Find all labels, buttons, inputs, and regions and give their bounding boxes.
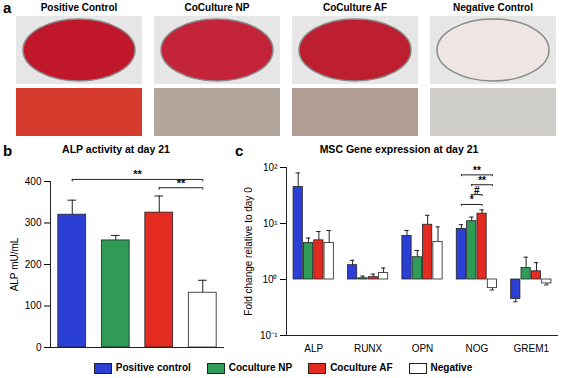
svg-text:200: 200	[25, 259, 42, 270]
svg-text:CoCulture NP: CoCulture NP	[185, 2, 250, 13]
svg-text:Fold change relative to day 0: Fold change relative to day 0	[243, 187, 254, 316]
svg-text:ALP mU/mL: ALP mU/mL	[9, 237, 20, 291]
svg-text:a: a	[3, 0, 12, 16]
html-text:b: b	[3, 142, 13, 159]
svg-text:100: 100	[25, 300, 42, 311]
svg-text:NOG: NOG	[466, 343, 489, 354]
html-text:c: c	[235, 142, 244, 159]
svg-text:10²: 10²	[263, 162, 278, 173]
svg-text:300: 300	[25, 217, 42, 228]
svg-text:CoCulture AF: CoCulture AF	[323, 2, 387, 13]
svg-text:400: 400	[25, 176, 42, 187]
svg-text:Positive Control: Positive Control	[41, 2, 118, 13]
svg-text:**: **	[133, 168, 142, 180]
svg-text:**: **	[473, 165, 481, 176]
html-text:Coculture AF: Coculture AF	[330, 362, 393, 374]
html-text:Coculture NP: Coculture NP	[228, 362, 293, 374]
svg-text:**: **	[177, 177, 186, 189]
svg-text:0: 0	[36, 342, 42, 353]
svg-text:#: #	[474, 185, 480, 196]
svg-text:Negative Control: Negative Control	[453, 2, 533, 13]
svg-text:RUNX: RUNX	[354, 343, 383, 354]
html-text:Positive control: Positive control	[115, 362, 191, 374]
svg-text:**: **	[478, 175, 486, 186]
svg-text:GREM1: GREM1	[514, 343, 550, 354]
svg-text:OPN: OPN	[412, 343, 434, 354]
svg-text:10⁻¹: 10⁻¹	[260, 330, 278, 341]
html-text:Negative: Negative	[430, 362, 473, 374]
svg-text:10¹: 10¹	[263, 218, 278, 229]
html-text:ALP activity at day 21: ALP activity at day 21	[62, 143, 170, 155]
svg-text:10⁰: 10⁰	[262, 274, 277, 285]
svg-text:*: *	[470, 194, 474, 205]
html-text:MSC Gene expression at day 21: MSC Gene expression at day 21	[319, 143, 479, 155]
svg-text:ALP: ALP	[304, 343, 323, 354]
